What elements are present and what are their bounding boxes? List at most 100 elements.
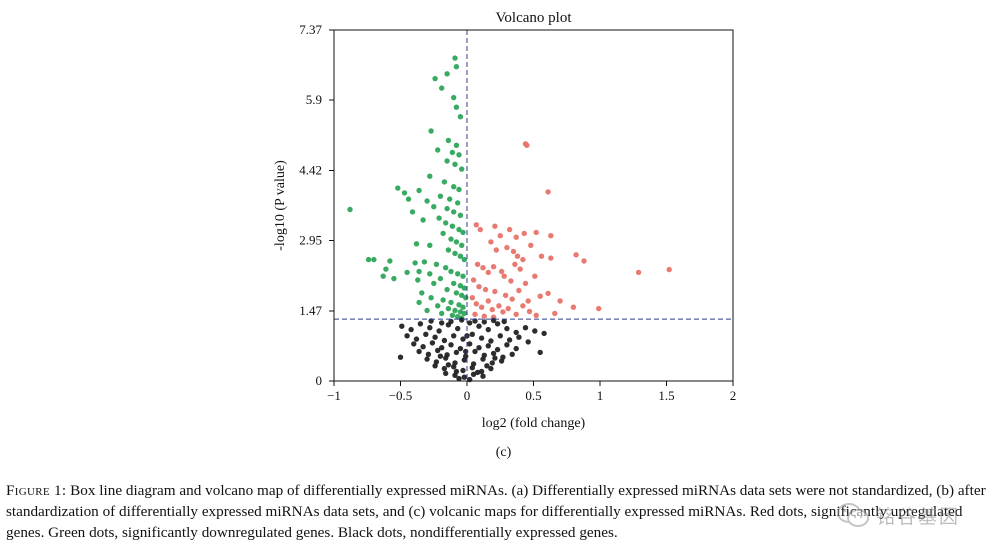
panel-label: (c) [496, 445, 512, 460]
not-significant-point [472, 348, 478, 355]
not-significant-point [435, 347, 441, 354]
upregulated-point [498, 268, 505, 275]
downregulated-point [460, 229, 466, 236]
downregulated-point [448, 268, 454, 275]
downregulated-point [380, 273, 386, 279]
not-significant-point [459, 317, 465, 323]
upregulated-point [512, 261, 518, 267]
not-significant-point [513, 345, 519, 352]
not-significant-point [420, 344, 426, 350]
upregulated-point [501, 273, 507, 279]
not-significant-point [494, 346, 501, 353]
not-significant-point [404, 333, 410, 339]
not-significant-point [525, 339, 531, 345]
upregulated-point [478, 304, 485, 310]
downregulated-point [449, 312, 456, 318]
not-significant-point [476, 323, 482, 329]
upregulated-point [506, 226, 513, 233]
not-significant-point [425, 351, 432, 357]
not-significant-point [397, 354, 404, 360]
x-tick-label: 1.5 [658, 388, 674, 403]
not-significant-point [439, 345, 445, 351]
upregulated-point [581, 258, 587, 264]
x-tick-label: 1 [597, 388, 604, 403]
downregulated-point [421, 259, 428, 265]
upregulated-point [533, 312, 539, 318]
downregulated-point [443, 220, 449, 226]
not-significant-point [509, 351, 515, 357]
not-significant-point [453, 368, 460, 375]
not-significant-point [480, 373, 486, 379]
downregulated-point [452, 55, 458, 61]
upregulated-point [469, 295, 475, 301]
downregulated-point [461, 256, 467, 263]
upregulated-point [509, 296, 515, 302]
downregulated-point [456, 152, 462, 158]
upregulated-point [514, 253, 521, 259]
downregulated-point [428, 295, 434, 301]
downregulated-point [459, 242, 465, 248]
y-tick-label: 7.37 [299, 22, 322, 37]
upregulated-point [545, 290, 551, 297]
not-significant-point [469, 365, 475, 371]
series-downregulated [347, 55, 469, 321]
downregulated-point [453, 290, 460, 296]
not-significant-point [457, 345, 464, 352]
downregulated-point [420, 217, 426, 223]
not-significant-point [427, 325, 433, 331]
downregulated-point [444, 205, 450, 212]
not-significant-point [485, 343, 491, 349]
not-significant-point [516, 334, 522, 340]
downregulated-point [409, 209, 416, 215]
not-significant-point [472, 318, 478, 324]
not-significant-point [504, 325, 510, 332]
downregulated-point [459, 166, 465, 172]
series-not-significant [397, 317, 547, 383]
y-tick-label: 2.95 [299, 233, 322, 248]
downregulated-point [436, 215, 442, 221]
not-significant-point [439, 320, 445, 326]
downregulated-point [416, 268, 422, 275]
upregulated-point [522, 280, 529, 287]
downregulated-point [457, 114, 464, 120]
downregulated-point [453, 63, 460, 70]
figure-caption: Figure 1: Box line diagram and volcano m… [6, 480, 1002, 543]
downregulated-point [445, 137, 452, 144]
downregulated-point [427, 173, 433, 179]
not-significant-point [484, 363, 490, 369]
downregulated-point [405, 196, 412, 202]
not-significant-point [441, 365, 448, 372]
downregulated-point [457, 283, 464, 289]
upregulated-point [526, 308, 533, 315]
upregulated-point [525, 298, 531, 304]
downregulated-point [455, 200, 461, 206]
downregulated-point [440, 230, 446, 237]
upregulated-point [476, 284, 482, 290]
not-significant-point [448, 318, 454, 325]
upregulated-point [505, 305, 511, 312]
downregulated-point [431, 280, 437, 287]
not-significant-point [443, 370, 449, 377]
downregulated-point [437, 275, 444, 282]
not-significant-point [489, 360, 495, 366]
upregulated-point [552, 310, 558, 317]
downregulated-point [432, 75, 438, 82]
not-significant-point [436, 328, 442, 334]
upregulated-point [485, 298, 491, 304]
downregulated-point [443, 265, 449, 271]
not-significant-point [480, 356, 486, 362]
upregulated-point [502, 292, 509, 298]
downregulated-point [457, 253, 464, 259]
upregulated-point [473, 301, 479, 307]
series-upregulated [469, 141, 672, 320]
not-significant-point [432, 363, 438, 369]
not-significant-point [537, 349, 543, 356]
not-significant-point [476, 345, 482, 351]
downregulated-point [383, 266, 389, 272]
downregulated-point [427, 242, 433, 248]
upregulated-point [500, 309, 506, 315]
not-significant-point [416, 348, 422, 355]
not-significant-point [417, 321, 424, 327]
downregulated-point [461, 285, 467, 291]
